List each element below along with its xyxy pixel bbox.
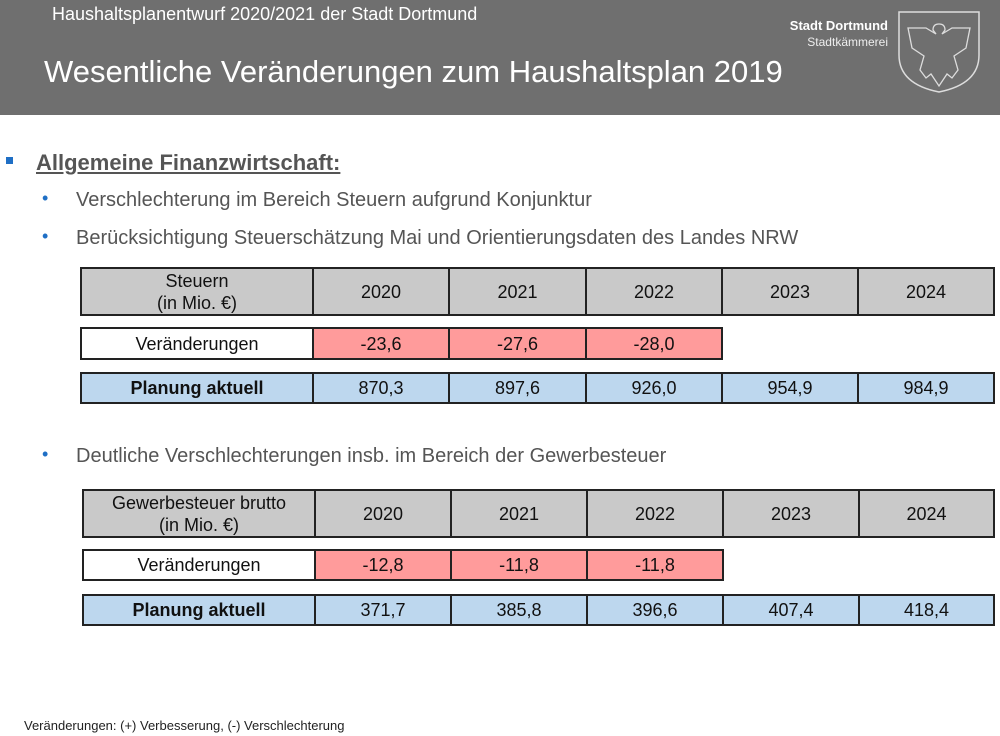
slide-header: Haushaltsplanentwurf 2020/2021 der Stadt… [0, 0, 1000, 115]
plan-value: 954,9 [721, 372, 859, 404]
year-header: 2022 [586, 489, 724, 538]
year-header: 2024 [857, 267, 995, 316]
slide-supertitle: Haushaltsplanentwurf 2020/2021 der Stadt… [52, 4, 478, 24]
header-label-line: Gewerbesteuer brutto [111, 492, 287, 513]
plan-value: 371,7 [314, 594, 452, 626]
change-value: -12,8 [314, 549, 452, 581]
header-label-line: (in Mio. €) [158, 514, 239, 535]
plan-value: 396,6 [586, 594, 724, 626]
change-row-label: Veränderungen [80, 327, 314, 360]
bullet-square-icon [6, 157, 13, 164]
bullet-dot-icon: • [42, 444, 49, 464]
year-header: 2020 [314, 489, 452, 538]
header-label-line: (in Mio. €) [156, 292, 237, 313]
section-heading: Allgemeine Finanzwirtschaft: [36, 150, 341, 175]
change-value: -27,6 [448, 327, 587, 360]
footnote: Veränderungen: (+) Verbesserung, (-) Ver… [24, 718, 345, 733]
plan-value: 385,8 [450, 594, 588, 626]
plan-value: 897,6 [448, 372, 587, 404]
year-header: 2023 [721, 267, 859, 316]
bullet-dot-icon: • [42, 188, 49, 208]
year-header: 2020 [312, 267, 450, 316]
table-header-label: Gewerbesteuer brutto (in Mio. €) [82, 489, 316, 538]
year-header: 2021 [450, 489, 588, 538]
slide-title: Wesentliche Veränderungen zum Haushaltsp… [44, 54, 783, 89]
table-header-label: Steuern (in Mio. €) [80, 267, 314, 316]
year-header: 2024 [858, 489, 995, 538]
brand-name: Stadt Dortmund [789, 18, 888, 33]
plan-value: 418,4 [858, 594, 995, 626]
change-value: -11,8 [450, 549, 588, 581]
plan-row-label: Planung aktuell [80, 372, 314, 404]
year-header: 2022 [585, 267, 723, 316]
change-row-label: Veränderungen [82, 549, 316, 581]
eagle-crest-icon [898, 11, 980, 93]
brand-department: Stadtkämmerei [807, 35, 888, 49]
change-value: -11,8 [586, 549, 724, 581]
bullet-dot-icon: • [42, 226, 49, 246]
header-label-line: Steuern [165, 270, 229, 291]
change-value: -23,6 [312, 327, 450, 360]
plan-value: 926,0 [585, 372, 723, 404]
plan-row-label: Planung aktuell [82, 594, 316, 626]
plan-value: 870,3 [312, 372, 450, 404]
plan-value: 407,4 [722, 594, 860, 626]
year-header: 2021 [448, 267, 587, 316]
year-header: 2023 [722, 489, 860, 538]
plan-value: 984,9 [857, 372, 995, 404]
change-value: -28,0 [585, 327, 723, 360]
